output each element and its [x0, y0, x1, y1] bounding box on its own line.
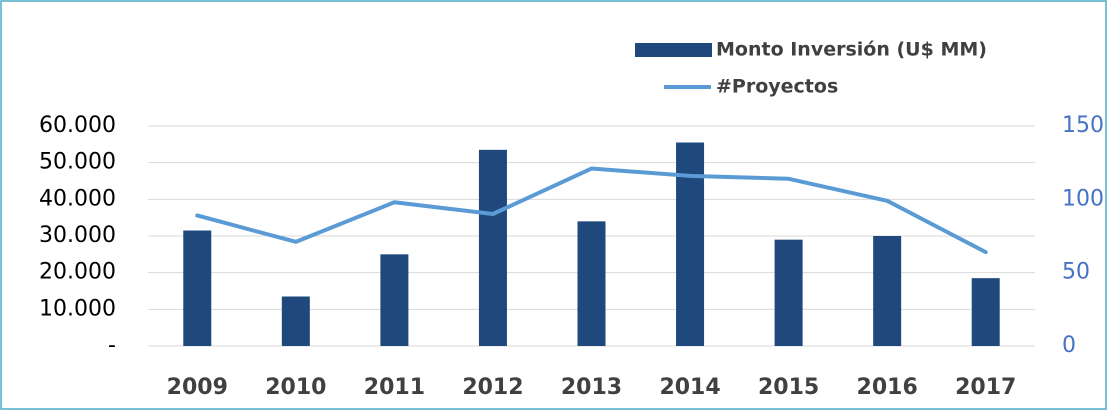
bar: [478, 149, 507, 346]
x-tick-label: 2013: [561, 375, 622, 400]
x-tick-label: 2017: [955, 375, 1016, 400]
legend-swatch: [635, 43, 712, 57]
y-tick-label: 60.000: [39, 113, 116, 138]
bar: [774, 239, 803, 346]
y2-tick-label: 150: [1062, 113, 1104, 138]
y-tick-label: -: [108, 333, 116, 358]
bar: [676, 142, 705, 346]
x-tick-label: 2009: [167, 375, 228, 400]
bar: [577, 221, 606, 346]
legend-label: #Proyectos: [716, 76, 838, 98]
x-tick-label: 2015: [758, 375, 819, 400]
line-series: [195, 166, 988, 255]
bar: [380, 254, 409, 346]
y2-tick-label: 0: [1062, 333, 1076, 358]
x-tick-label: 2012: [462, 375, 523, 400]
y2-tick-label: 50: [1062, 260, 1090, 285]
legend-label: Monto Inversión (U$ MM): [716, 39, 987, 61]
bar: [873, 236, 902, 346]
x-tick-label: 2016: [857, 375, 918, 400]
bar: [971, 278, 1000, 346]
y-tick-label: 20.000: [39, 260, 116, 285]
bar: [183, 230, 212, 346]
bar: [281, 296, 310, 346]
y-tick-label: 50.000: [39, 150, 116, 175]
y-tick-label: 30.000: [39, 223, 116, 248]
x-tick-label: 2011: [364, 375, 425, 400]
y-tick-label: 40.000: [39, 186, 116, 211]
x-tick-label: 2010: [265, 375, 326, 400]
x-tick-label: 2014: [659, 375, 720, 400]
y-tick-label: 10.000: [39, 296, 116, 321]
y2-tick-label: 100: [1062, 186, 1104, 211]
